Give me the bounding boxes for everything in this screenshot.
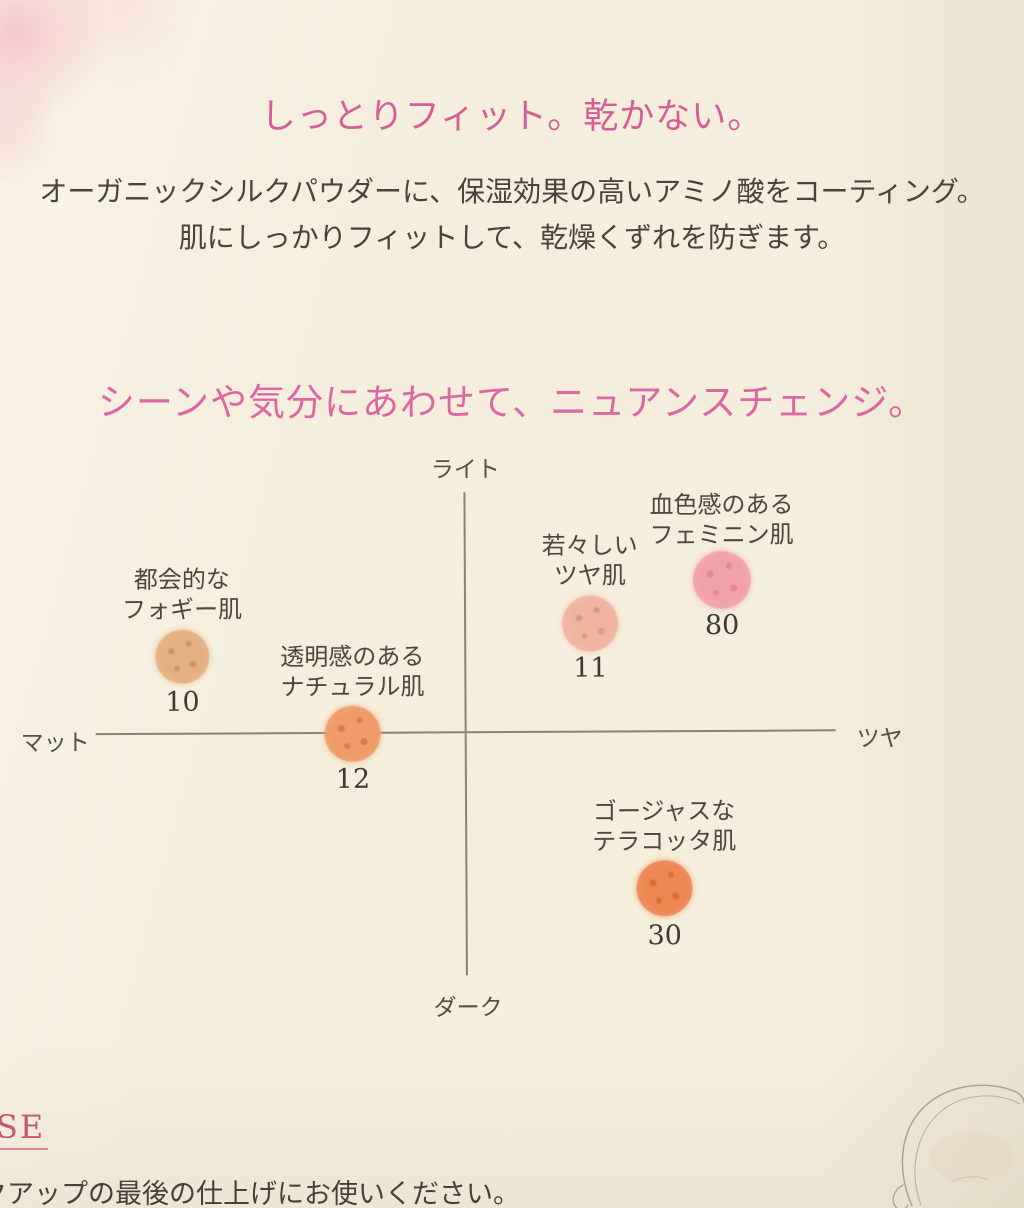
- usage-instruction-text: クアップの最後の仕上げにお使いください。: [0, 1179, 520, 1208]
- headline-nuance-change: シーンや気分にあわせて、ニュアンスチェンジ。: [97, 381, 927, 424]
- powder-swatch-30: [636, 860, 693, 917]
- shade-number-80: 80: [704, 609, 740, 641]
- powder-swatch-12: [324, 705, 381, 762]
- shade-number-30: 30: [647, 920, 682, 952]
- body-text-line2: 肌にしっかりフィットして、乾燥くずれを防ぎます。: [178, 221, 846, 254]
- brand-underline: [0, 1148, 48, 1150]
- chart-points-layer: 都会的な フォギー肌 10 透明感のある ナチュラル肌 12 若々しい ツヤ肌 11 血色感のある…: [0, 0, 1021, 952]
- powder-swatch-10: [155, 629, 210, 684]
- shade-number-11: 11: [573, 652, 608, 684]
- point-label-12: 透明感のある ナチュラル肌: [280, 642, 425, 702]
- brand-text-fragment: SE: [0, 1108, 46, 1146]
- axis-label-dark: ダーク: [433, 995, 503, 1022]
- headline-moist-fit: しっとりフィット。乾かない。: [260, 97, 764, 137]
- face-sketch-drawing: [892, 1084, 1024, 1208]
- powder-swatch-11: [561, 595, 619, 652]
- body-text-line1: オーガニックシルクパウダーに、保湿効果の高いアミノ酸をコーティング。: [39, 175, 985, 208]
- axis-label-light: ライト: [430, 457, 500, 484]
- axis-label-glossy: ツヤ: [856, 725, 903, 753]
- powder-swatch-80: [692, 550, 752, 610]
- shade-number-12: 12: [335, 763, 371, 795]
- point-label-30: ゴージャスな テラコッタ肌: [592, 796, 737, 856]
- point-label-80: 血色感のある フェミニン肌: [649, 490, 794, 550]
- axis-label-matte: マット: [20, 730, 90, 757]
- point-label-10: 都会的な フォギー肌: [121, 565, 243, 625]
